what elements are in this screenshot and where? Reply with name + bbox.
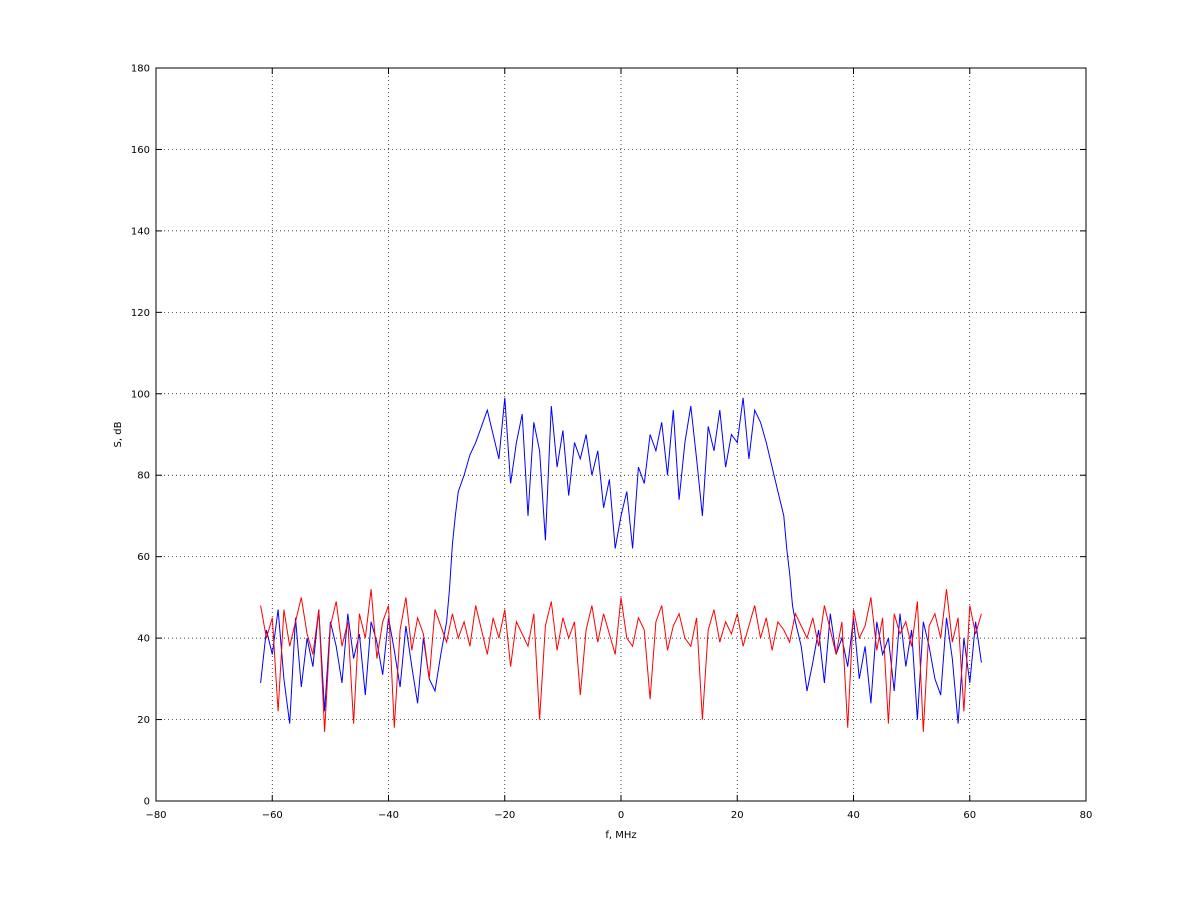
y-tick-label: 180 [131,64,150,75]
y-tick-label: 0 [144,797,150,808]
y-tick-label: 40 [137,634,150,645]
x-tick-label: 20 [731,810,744,821]
x-tick-label: −60 [262,810,283,821]
y-axis-label: S, dB [113,421,124,447]
x-tick-label: −40 [378,810,399,821]
x-tick-label: 80 [1080,810,1093,821]
y-tick-label: 20 [137,715,150,726]
series-line-1 [260,397,982,724]
y-tick-label: 100 [131,389,150,400]
plot-background [156,68,1086,801]
x-axis-label: f, MHz [605,830,636,841]
y-tick-label: 120 [131,308,150,319]
series-line-2 [260,589,982,732]
y-tick-label: 160 [131,145,150,156]
series-group [260,397,982,732]
y-tick-label: 140 [131,226,150,237]
axis-ticks: −80 −60 −40 −20 0 20 40 60 80 0 20 40 60 80 100 120 140 1… [131,64,1092,822]
y-tick-label: 60 [137,552,150,563]
x-tick-label: −80 [145,810,166,821]
y-tick-label: 80 [137,471,150,482]
x-tick-label: 60 [963,810,976,821]
grid-lines [156,68,1086,801]
x-tick-label: 40 [847,810,860,821]
x-tick-label: −20 [494,810,515,821]
x-tick-label: 0 [618,810,624,821]
